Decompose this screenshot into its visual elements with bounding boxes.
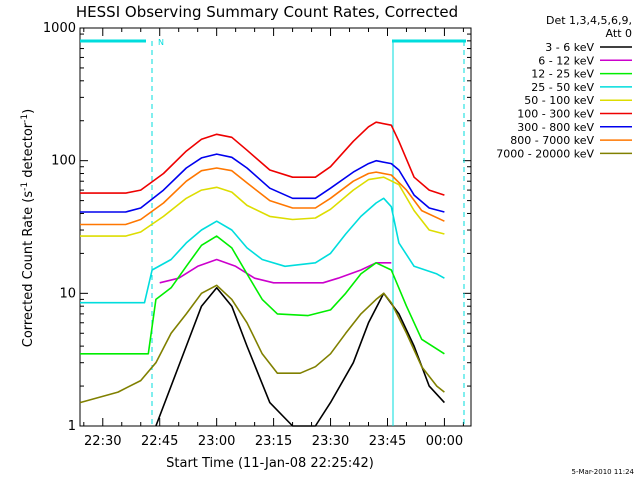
y-tick-label: 1 bbox=[68, 419, 76, 434]
legend-label-5: 100 - 300 keV bbox=[517, 108, 594, 121]
y-tick-label: 100 bbox=[51, 154, 76, 169]
legend-label-4: 50 - 100 keV bbox=[524, 94, 594, 107]
y-tick-label: 10 bbox=[59, 286, 76, 301]
legend-header-2: Att 0 bbox=[606, 27, 632, 40]
x-tick-label: 22:30 bbox=[84, 434, 121, 449]
x-tick-label: 23:15 bbox=[255, 434, 292, 449]
series-group bbox=[79, 121, 445, 427]
series-line-3 bbox=[80, 197, 445, 304]
series-line-0 bbox=[155, 286, 445, 427]
legend-header-1: Det 1,3,4,5,6,9, bbox=[546, 14, 632, 27]
legend-label-3: 25 - 50 keV bbox=[531, 81, 594, 94]
night-marker-label: N bbox=[158, 38, 164, 47]
x-axis-label: Start Time (11-Jan-08 22:25:42) bbox=[166, 456, 374, 471]
series-line-5 bbox=[80, 121, 445, 196]
y-axis-ticks: 1 10 100 1000 bbox=[43, 21, 471, 434]
series-line-8 bbox=[79, 284, 445, 404]
series-line-6 bbox=[80, 153, 445, 213]
footer-date: 5-Mar-2010 11:24 bbox=[572, 468, 635, 476]
chart-title: HESSI Observing Summary Count Rates, Cor… bbox=[76, 3, 458, 21]
y-tick-label: 1000 bbox=[43, 21, 76, 36]
legend-label-6: 300 - 800 keV bbox=[517, 121, 594, 134]
legend-label-1: 6 - 12 keV bbox=[538, 54, 594, 67]
series-line-2 bbox=[80, 235, 445, 355]
legend-label-2: 12 - 25 keV bbox=[531, 68, 594, 81]
y-axis-label: Corrected Count Rate (s-1 detector-1) bbox=[20, 109, 36, 347]
x-tick-label: 23:00 bbox=[198, 434, 235, 449]
x-tick-label: 23:30 bbox=[312, 434, 349, 449]
series-line-7 bbox=[80, 167, 445, 226]
x-tick-label: 00:00 bbox=[426, 434, 463, 449]
night-overlay: N bbox=[80, 38, 466, 426]
legend-label-7: 800 - 7000 keV bbox=[510, 134, 594, 147]
x-axis-ticks: 22:30 22:45 23:00 23:15 23:30 23:45 00:00 bbox=[83, 28, 464, 449]
series-line-1 bbox=[159, 258, 392, 284]
plot-frame bbox=[79, 27, 472, 427]
x-tick-label: 23:45 bbox=[369, 434, 406, 449]
legend-label-0: 3 - 6 keV bbox=[545, 41, 594, 54]
series-line-4 bbox=[80, 176, 445, 237]
x-tick-label: 22:45 bbox=[141, 434, 178, 449]
legend-label-8: 7000 - 20000 keV bbox=[496, 147, 594, 160]
